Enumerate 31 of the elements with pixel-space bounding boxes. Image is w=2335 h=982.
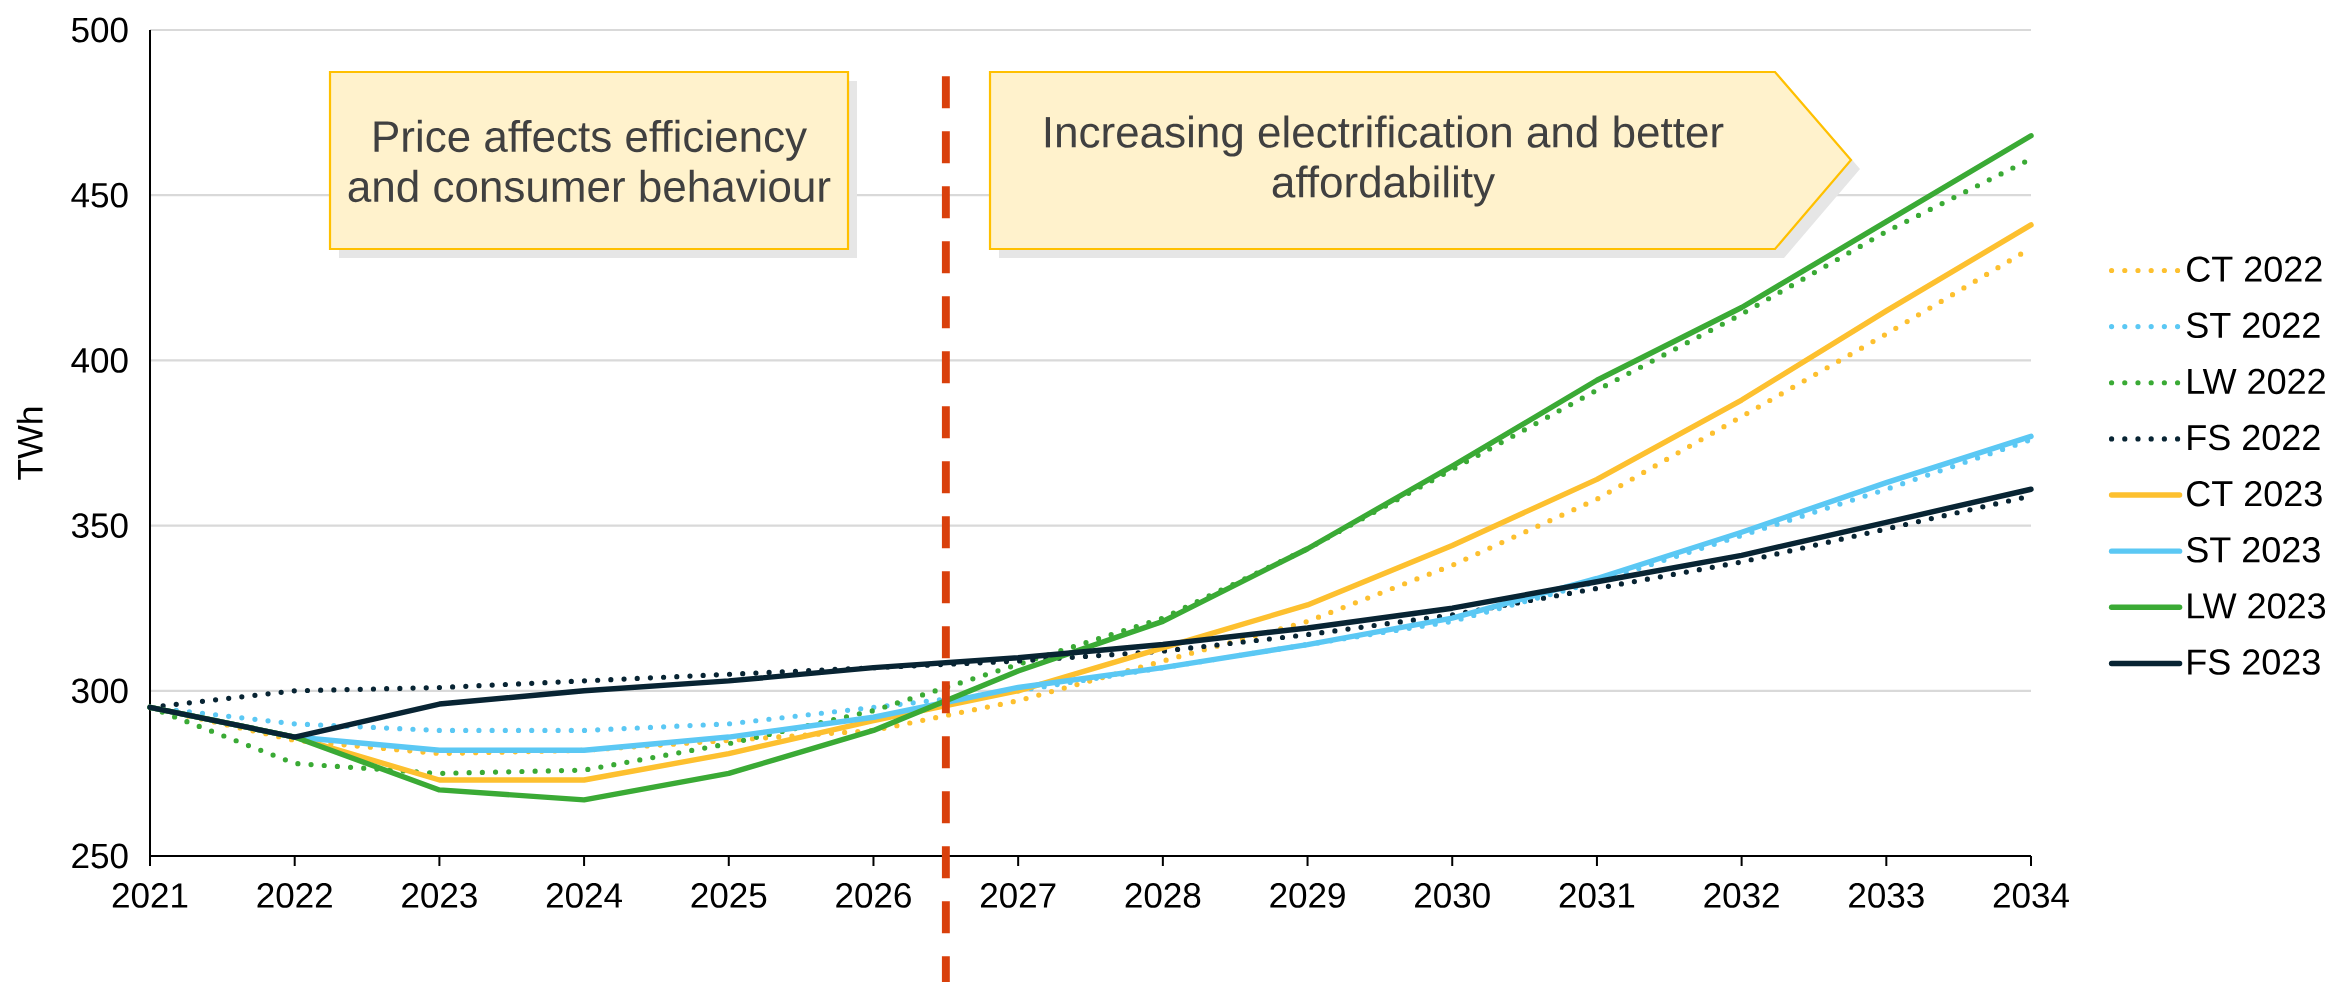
- legend-label: LW 2022: [2188, 368, 2325, 395]
- y-tick-label: 400: [71, 348, 128, 373]
- annotation: Price affects efficiency and consumer behaviour: [348, 119, 831, 203]
- x-tick-label: 2031: [1559, 883, 1635, 908]
- legend-label: LW 2023: [2188, 593, 2326, 619]
- y-tick-label: 350: [71, 513, 128, 538]
- y-tick-label: 250: [72, 843, 128, 869]
- x-tick-label: 2024: [546, 883, 622, 908]
- annotation: Increasing electrification and better affordability: [1045, 115, 1724, 207]
- x-tick-label: 2032: [1704, 883, 1779, 908]
- legend-label: ST 2022: [2186, 312, 2320, 339]
- x-tick-label: 2027: [980, 883, 1056, 908]
- x-tick-label: 2029: [1270, 883, 1345, 908]
- x-tick-label: 2030: [1415, 883, 1490, 908]
- x-tick-label: 2023: [402, 883, 477, 908]
- x-tick-label: 2025: [691, 883, 767, 908]
- legend-label: FS 2022: [2188, 424, 2320, 451]
- legend-label: ST 2023: [2186, 537, 2320, 563]
- x-tick-label: 2022: [257, 883, 332, 908]
- x-tick-label: 2034: [1993, 883, 2069, 908]
- y-tick-label: 300: [71, 678, 128, 704]
- y-tick-label: 500: [71, 17, 128, 43]
- legend-label: CT 2023: [2187, 480, 2322, 507]
- y-axis-title: TWh: [16, 407, 43, 480]
- x-tick-label: 2028: [1125, 883, 1201, 908]
- x-tick-label: 2026: [836, 883, 911, 908]
- x-tick-label: 2033: [1849, 883, 1924, 908]
- legend-label: CT 2022: [2187, 256, 2322, 282]
- y-tick-label: 450: [71, 182, 128, 208]
- legend-label: FS 2023: [2188, 649, 2320, 675]
- x-tick-label: 2021: [112, 883, 188, 908]
